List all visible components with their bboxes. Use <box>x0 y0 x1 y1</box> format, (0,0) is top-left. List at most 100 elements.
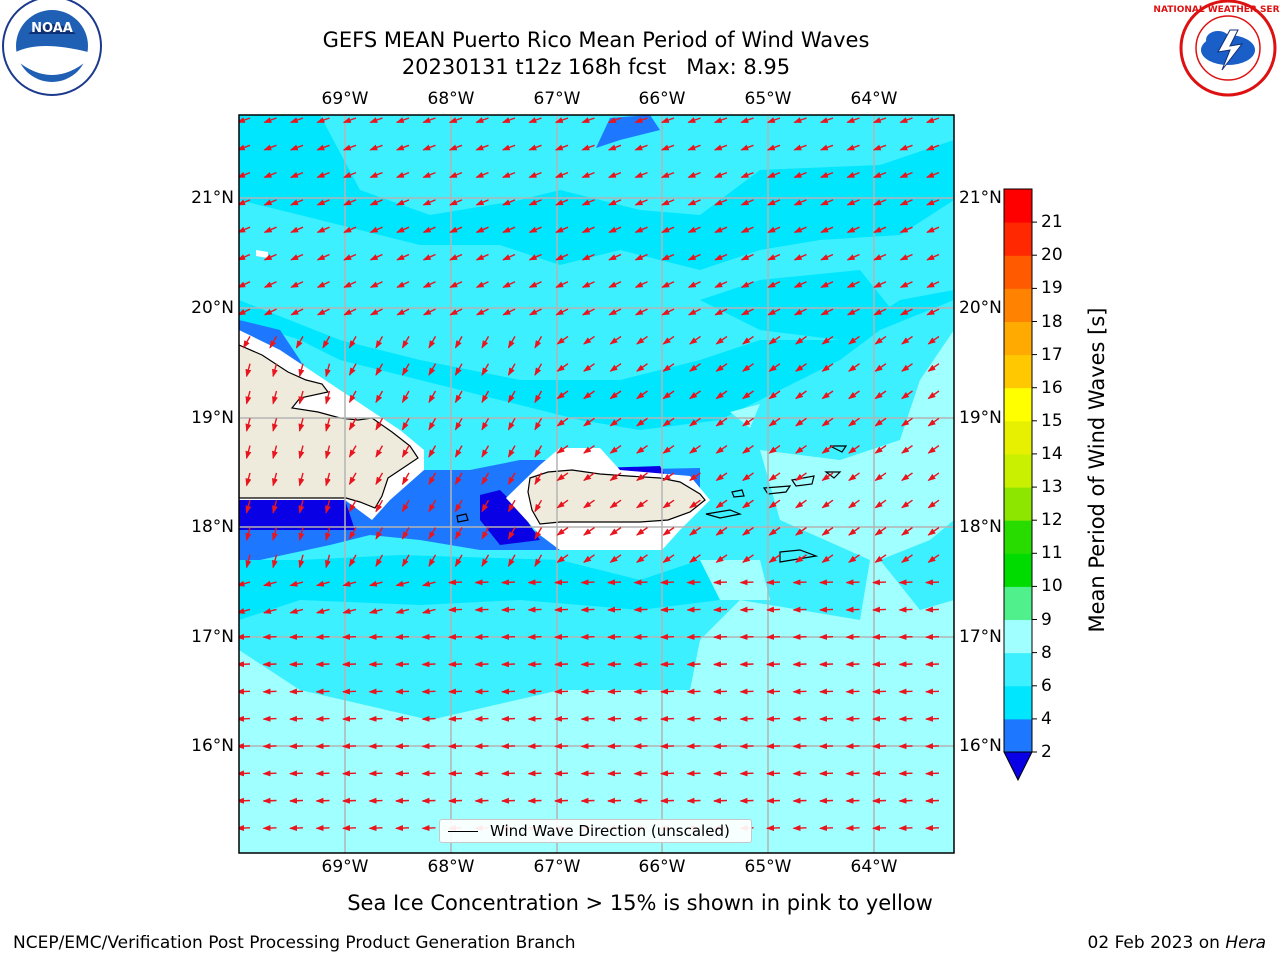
wind-wave-arrow <box>713 579 728 586</box>
wind-wave-arrow <box>792 633 807 640</box>
wind-wave-arrow <box>501 171 516 179</box>
wind-wave-arrow <box>449 281 463 288</box>
wind-wave-arrow <box>899 144 913 151</box>
wind-wave-arrow <box>821 363 834 372</box>
wind-wave-arrow <box>687 253 701 261</box>
wind-wave-arrow <box>848 445 860 454</box>
wind-wave-arrow <box>348 472 357 486</box>
sea-ice-note: Sea Ice Concentration > 15% is shown in … <box>347 891 933 915</box>
lon-label-bottom: 69°W <box>321 857 369 877</box>
wind-wave-arrow <box>554 688 569 695</box>
wind-wave-arrow <box>555 199 569 206</box>
colorbar-tick-label: 14 <box>1041 443 1063 464</box>
wind-wave-arrow <box>662 335 675 345</box>
wind-wave-arrow <box>395 688 410 695</box>
wind-wave-arrow <box>927 526 940 536</box>
wind-wave-arrow <box>925 743 940 750</box>
wind-wave-arrow <box>507 499 516 513</box>
wind-wave-arrow <box>481 417 490 431</box>
colorbar-tick-label: 20 <box>1041 245 1063 266</box>
wind-wave-arrow <box>395 797 410 804</box>
wind-wave-arrow <box>298 527 305 542</box>
wind-wave-arrow <box>689 472 701 481</box>
wind-wave-arrow <box>821 390 834 400</box>
wind-wave-arrow <box>316 199 330 206</box>
wind-wave-arrow <box>315 743 330 750</box>
wind-wave-arrow <box>245 500 252 514</box>
wind-wave-arrow <box>872 715 887 722</box>
wind-wave-arrow <box>927 390 940 400</box>
wind-wave-arrow <box>580 688 595 695</box>
wind-wave-arrow <box>556 417 569 427</box>
wind-wave-arrow <box>607 661 622 668</box>
wind-wave-arrow <box>475 199 489 206</box>
map-frame <box>238 114 955 854</box>
wind-wave-arrow <box>846 281 860 288</box>
wind-wave-arrow <box>660 579 675 586</box>
lat-label-right: 18°N <box>959 517 1002 537</box>
wind-wave-arrow <box>315 608 330 614</box>
wind-wave-arrow <box>633 688 648 695</box>
wind-wave-arrow <box>898 633 913 640</box>
wind-wave-arrow <box>263 226 277 233</box>
wind-wave-arrow <box>580 606 595 613</box>
wind-wave-arrow <box>583 363 595 372</box>
wind-wave-arrow <box>421 715 436 722</box>
wind-wave-arrow <box>874 445 887 454</box>
wind-wave-arrow <box>873 199 887 206</box>
wind-wave-arrow <box>792 797 807 804</box>
wind-wave-arrow <box>401 499 410 513</box>
wind-wave-arrow <box>298 554 305 569</box>
lon-label-top: 66°W <box>638 89 686 109</box>
wind-wave-arrow <box>845 633 860 640</box>
wind-wave-arrow <box>766 661 781 668</box>
wind-wave-arrow <box>501 579 516 586</box>
colorbar-tick-label: 2 <box>1041 742 1052 762</box>
wind-wave-arrow <box>607 743 622 750</box>
wind-wave-arrow <box>873 308 887 316</box>
wind-wave-arrow <box>528 144 542 151</box>
wind-wave-arrow <box>766 171 781 179</box>
wind-wave-arrow <box>448 688 463 695</box>
lat-label-left: 20°N <box>191 298 234 318</box>
wind-wave-arrow <box>534 445 543 458</box>
wind-wave-arrow <box>448 171 463 179</box>
wind-wave-arrow <box>925 633 940 640</box>
wind-wave-arrow <box>901 445 913 454</box>
wind-wave-arrow <box>607 171 622 179</box>
wind-wave-arrow <box>262 661 277 668</box>
wind-wave-arrow <box>348 445 357 458</box>
wind-wave-arrow <box>821 445 834 454</box>
wind-wave-arrow <box>348 363 357 376</box>
wind-wave-arrow <box>342 608 357 614</box>
wind-wave-arrow <box>660 171 675 179</box>
wind-wave-arrow <box>713 688 728 695</box>
wind-wave-arrow <box>501 606 516 613</box>
wind-wave-arrow <box>845 825 860 832</box>
wind-wave-arrow <box>927 499 940 509</box>
wind-wave-arrow <box>375 527 384 540</box>
wind-wave-arrow <box>846 199 860 206</box>
wind-wave-arrow <box>421 825 436 832</box>
wind-wave-arrow <box>290 253 304 261</box>
wind-wave-arrow <box>819 715 834 722</box>
wind-wave-arrow <box>767 308 781 316</box>
wind-wave-arrow <box>901 363 913 372</box>
wind-wave-arrow <box>766 825 781 832</box>
wind-wave-arrow <box>342 770 357 777</box>
wind-wave-arrow <box>713 606 728 613</box>
wind-wave-arrow <box>662 445 675 454</box>
colorbar-frame <box>1003 188 1033 753</box>
wind-wave-arrow <box>687 171 701 179</box>
wind-wave-arrow <box>819 171 834 179</box>
wind-wave-arrow <box>766 688 781 695</box>
wind-wave-arrow <box>925 579 940 586</box>
wind-wave-arrow <box>872 579 887 586</box>
wind-wave-arrow <box>428 445 437 458</box>
noaa-logo: NOAA <box>2 0 102 96</box>
wind-wave-arrow <box>662 472 675 481</box>
wind-wave-arrow <box>239 144 251 151</box>
wind-wave-arrow <box>689 417 701 427</box>
wind-wave-arrow <box>422 253 436 261</box>
wind-wave-arrow <box>554 770 569 777</box>
